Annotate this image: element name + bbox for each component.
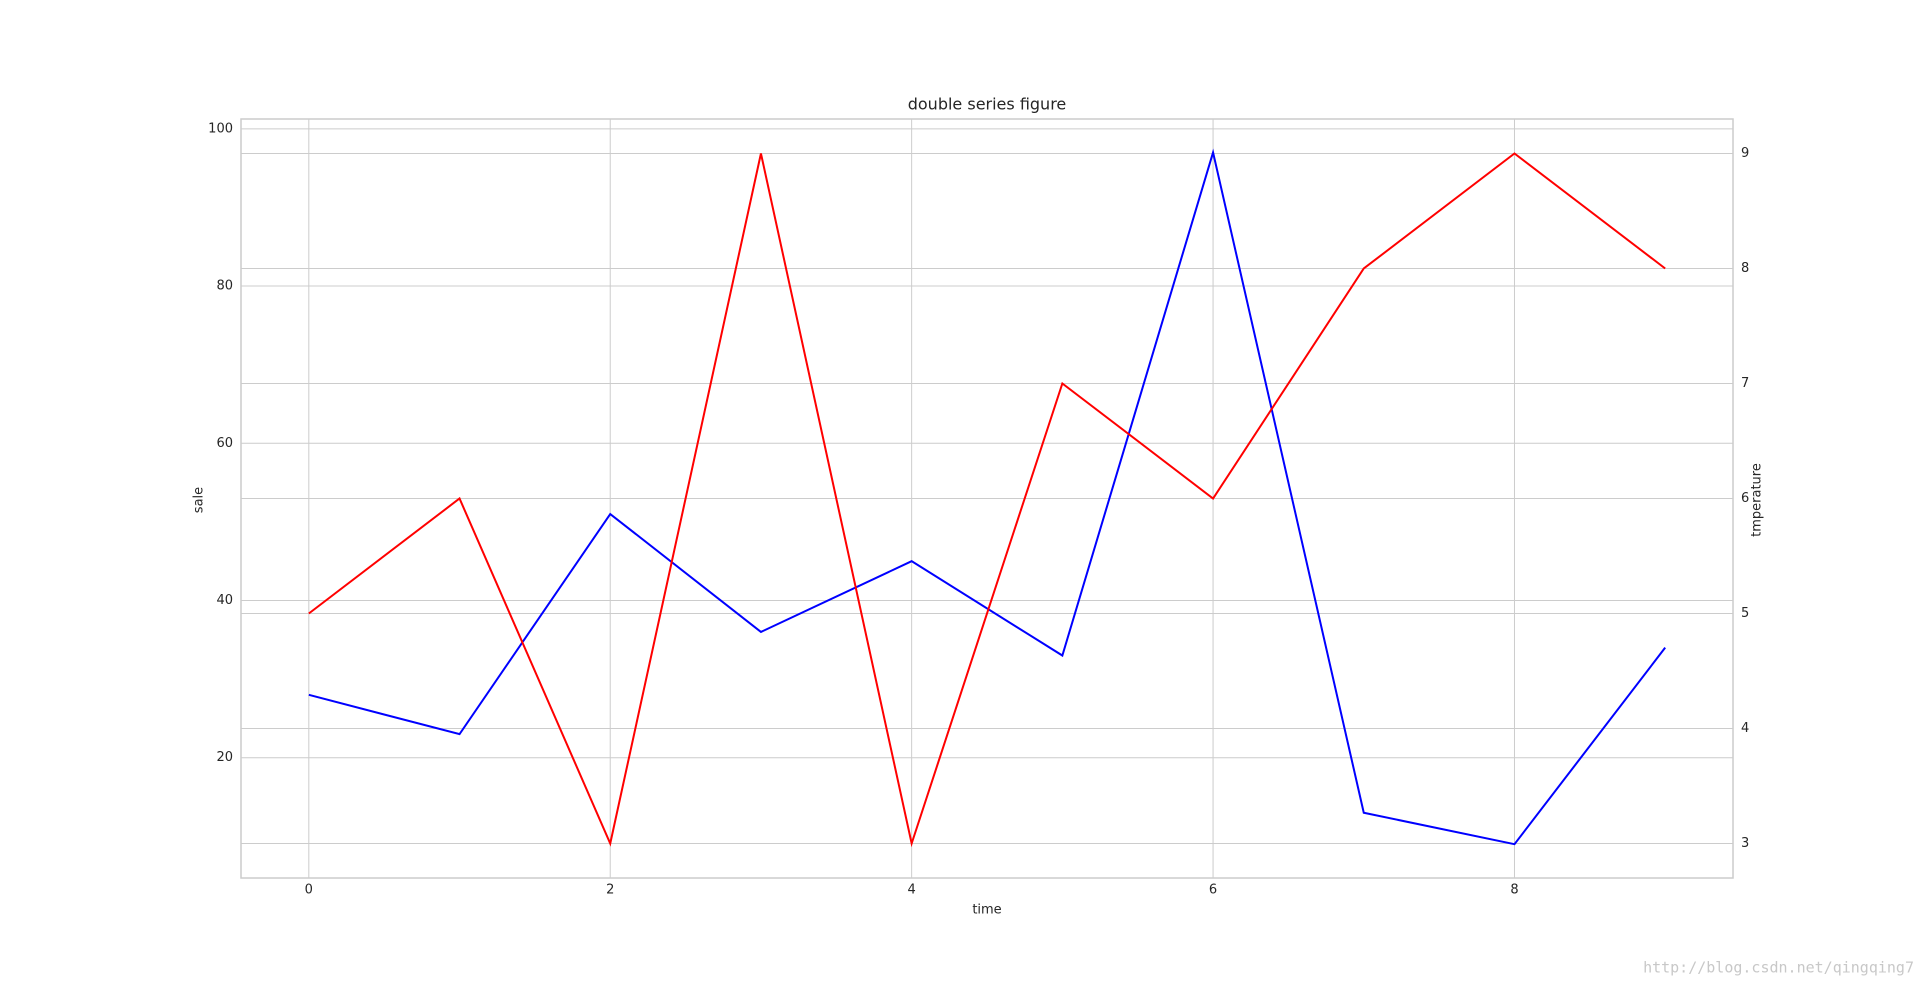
x-tick-label: 6 <box>1209 883 1217 898</box>
y2-tick-label: 9 <box>1741 146 1749 161</box>
series-line <box>308 148 1666 846</box>
plot-frame <box>240 118 1734 879</box>
y2-axis-label: tmperature <box>1750 463 1765 537</box>
y-tick-label: 60 <box>216 436 233 451</box>
y-axis-label: sale <box>192 487 207 513</box>
y-tick-label: 80 <box>216 279 233 294</box>
y2-tick-label: 8 <box>1741 261 1749 276</box>
x-tick-label: 0 <box>305 883 313 898</box>
y-tick-label: 100 <box>208 121 233 136</box>
y2-tick-label: 7 <box>1741 376 1749 391</box>
y-tick-label: 40 <box>216 593 233 608</box>
series-line <box>308 152 1666 848</box>
x-tick-label: 4 <box>908 883 916 898</box>
watermark: http://blog.csdn.net/qingqing7 <box>1643 959 1914 977</box>
chart-title: double series figure <box>908 95 1067 114</box>
y2-tick-label: 4 <box>1741 721 1749 736</box>
x-tick-label: 8 <box>1510 883 1518 898</box>
x-tick-label: 2 <box>606 883 614 898</box>
x-axis-label: time <box>972 903 1001 918</box>
y2-tick-label: 5 <box>1741 606 1749 621</box>
y-tick-label: 20 <box>216 750 233 765</box>
y2-tick-label: 6 <box>1741 491 1749 506</box>
y2-tick-label: 3 <box>1741 836 1749 851</box>
